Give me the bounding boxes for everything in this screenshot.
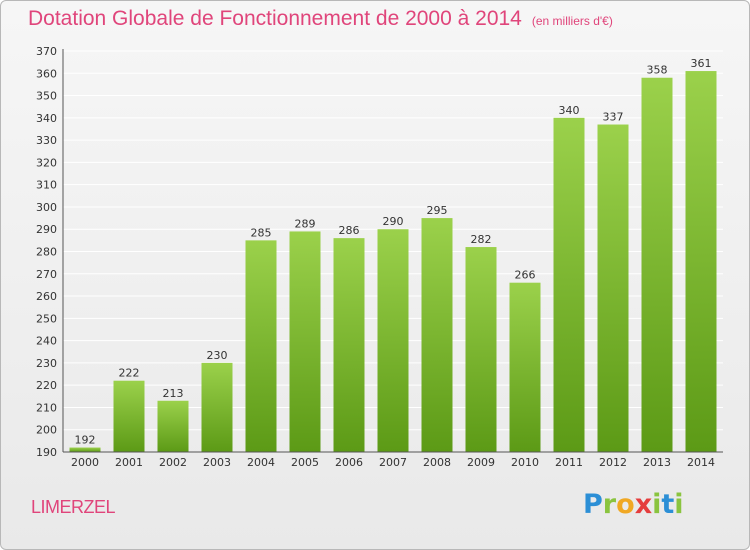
x-tick-label: 2014: [687, 456, 715, 469]
bar-value-label: 282: [471, 233, 492, 246]
y-tick-label: 230: [36, 357, 57, 370]
x-tick-label: 2011: [555, 456, 583, 469]
y-tick-label: 360: [36, 67, 57, 80]
bar-value-label: 213: [163, 387, 184, 400]
logo-letter: x: [634, 489, 653, 520]
bar-value-label: 266: [515, 269, 536, 282]
bar: [597, 124, 629, 453]
y-tick-label: 280: [36, 246, 57, 259]
bar-value-label: 361: [691, 57, 712, 70]
y-tick-label: 320: [36, 156, 57, 169]
bar: [289, 231, 321, 452]
x-tick-label: 2002: [159, 456, 187, 469]
logo-letter: t: [661, 489, 675, 520]
bar: [509, 282, 541, 452]
bar: [641, 77, 673, 452]
bar-value-label: 285: [251, 226, 272, 239]
y-tick-label: 350: [36, 90, 57, 103]
y-tick-label: 300: [36, 201, 57, 214]
bar-value-label: 289: [295, 217, 316, 230]
bar-value-label: 295: [427, 204, 448, 217]
bar: [553, 117, 585, 452]
x-tick-label: 2001: [115, 456, 143, 469]
y-tick-label: 330: [36, 134, 57, 147]
y-tick-label: 370: [36, 45, 57, 58]
logo-letter: r: [602, 489, 617, 520]
bar-value-label: 358: [647, 64, 668, 77]
logo-letter: o: [616, 489, 635, 520]
bar: [685, 71, 717, 453]
x-tick-label: 2010: [511, 456, 539, 469]
bars: 192 222 213 230 285 289 286 290 295 282 266 340 337 3…: [69, 57, 717, 453]
bar: [377, 229, 409, 452]
x-tick-label: 2007: [379, 456, 407, 469]
bar: [157, 400, 189, 452]
x-tick-label: 2005: [291, 456, 319, 469]
bar: [113, 380, 145, 452]
bar-value-label: 337: [603, 111, 624, 124]
y-tick-label: 240: [36, 335, 57, 348]
y-tick-label: 220: [36, 379, 57, 392]
y-tick-label: 340: [36, 112, 57, 125]
x-tick-label: 2009: [467, 456, 495, 469]
bar: [69, 447, 101, 452]
x-tick-label: 2012: [599, 456, 627, 469]
chart-subtitle: (en milliers d'€): [531, 14, 613, 28]
bar-value-label: 286: [339, 224, 360, 237]
bar: [245, 240, 277, 452]
bar: [201, 362, 233, 452]
bar-value-label: 222: [119, 367, 140, 380]
bar: [465, 247, 497, 452]
y-tick-label: 190: [36, 446, 57, 459]
bar: [333, 238, 365, 452]
y-tick-label: 290: [36, 223, 57, 236]
y-tick-label: 260: [36, 290, 57, 303]
x-tick-label: 2008: [423, 456, 451, 469]
axes: 190 200 210 220 230 240 250 260 270 280 290 300 310 3…: [36, 45, 723, 469]
chart-title-text: Dotation Globale de Fonctionnement de 20…: [28, 7, 522, 30]
y-tick-label: 250: [36, 312, 57, 325]
bar-value-label: 230: [207, 349, 228, 362]
y-tick-label: 200: [36, 424, 57, 437]
y-tick-label: 270: [36, 268, 57, 281]
x-tick-label: 2003: [203, 456, 231, 469]
logo-letter: P: [583, 489, 603, 520]
bar-value-label: 340: [559, 104, 580, 117]
y-tick-label: 210: [36, 401, 57, 414]
logo-letter: i: [674, 489, 684, 520]
bar: [421, 218, 453, 452]
x-tick-label: 2004: [247, 456, 275, 469]
x-tick-label: 2013: [643, 456, 671, 469]
proxiti-logo[interactable]: Proxiti: [583, 491, 684, 518]
bar-value-label: 192: [75, 434, 96, 447]
chart-title: Dotation Globale de Fonctionnement de 20…: [28, 7, 613, 31]
commune-name: LIMERZEL: [31, 497, 116, 517]
bar-value-label: 290: [383, 215, 404, 228]
x-tick-label: 2000: [71, 456, 99, 469]
logo-letter: i: [652, 489, 662, 520]
x-tick-label: 2006: [335, 456, 363, 469]
y-tick-label: 310: [36, 179, 57, 192]
